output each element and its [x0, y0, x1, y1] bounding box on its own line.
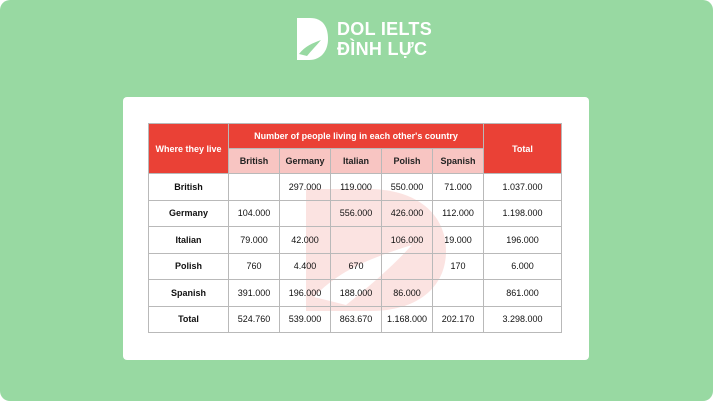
table-cell: 1.168.000	[381, 305, 433, 333]
table-cell: 119.000	[330, 173, 382, 201]
table-cell: 170	[432, 252, 484, 280]
table-row: British 297.000 119.000 550.000 71.000 1…	[148, 173, 562, 201]
table-cell: 202.170	[432, 305, 484, 333]
brand-line-1: DOL IELTS	[337, 19, 433, 39]
total-cell: 196.000	[483, 226, 562, 254]
table-cell: 4.400	[279, 252, 331, 280]
row-header: Spanish	[148, 279, 229, 307]
table-cell: 79.000	[228, 226, 280, 254]
row-header: British	[148, 173, 229, 201]
table-cell	[330, 226, 382, 254]
table-cell: 539.000	[279, 305, 331, 333]
row-header: Total	[148, 305, 229, 333]
table-cell: 760	[228, 252, 280, 280]
column-header: Polish	[381, 148, 433, 174]
table-cell: 391.000	[228, 279, 280, 307]
column-header: Italian	[330, 148, 382, 174]
table-cell: 297.000	[279, 173, 331, 201]
table-cell: 524.760	[228, 305, 280, 333]
group-header: Number of people living in each other's …	[228, 123, 484, 149]
table-row: Italian 79.000 42.000 106.000 19.000 196…	[148, 226, 562, 254]
table-cell: 104.000	[228, 199, 280, 227]
table-cell: 550.000	[381, 173, 433, 201]
table-row: Polish 760 4.400 670 170 6.000	[148, 252, 562, 280]
corner-header: Where they live	[148, 123, 229, 174]
total-cell: 861.000	[483, 279, 562, 307]
table-cell: 426.000	[381, 199, 433, 227]
table-cell	[381, 252, 433, 280]
table-cell	[279, 199, 331, 227]
total-cell: 1.198.000	[483, 199, 562, 227]
table-cell	[228, 173, 280, 201]
column-header: Spanish	[432, 148, 484, 174]
table-cell: 86.000	[381, 279, 433, 307]
table-cell: 556.000	[330, 199, 382, 227]
table-cell: 863.670	[330, 305, 382, 333]
table-row: Germany 104.000 556.000 426.000 112.000 …	[148, 199, 562, 227]
table-cell: 196.000	[279, 279, 331, 307]
row-header: Polish	[148, 252, 229, 280]
table-cell	[432, 279, 484, 307]
table-cell: 670	[330, 252, 382, 280]
column-header: British	[228, 148, 280, 174]
total-cell: 6.000	[483, 252, 562, 280]
total-header: Total	[483, 123, 562, 174]
table-row: Total 524.760 539.000 863.670 1.168.000 …	[148, 305, 562, 333]
row-header: Germany	[148, 199, 229, 227]
total-cell: 1.037.000	[483, 173, 562, 201]
column-header: Germany	[279, 148, 331, 174]
table-cell: 106.000	[381, 226, 433, 254]
data-table: Where they live Number of people living …	[148, 123, 562, 333]
table-cell: 112.000	[432, 199, 484, 227]
table-cell: 71.000	[432, 173, 484, 201]
table-cell: 42.000	[279, 226, 331, 254]
brand-line-2: ĐÌNH LỰC	[337, 39, 428, 59]
table-row: Spanish 391.000 196.000 188.000 86.000 8…	[148, 279, 562, 307]
row-header: Italian	[148, 226, 229, 254]
dol-logo-icon	[297, 18, 328, 60]
table-cell: 188.000	[330, 279, 382, 307]
table-cell: 19.000	[432, 226, 484, 254]
total-cell: 3.298.000	[483, 305, 562, 333]
brand-logo: DOL IELTS ĐÌNH LỰC	[295, 16, 432, 62]
